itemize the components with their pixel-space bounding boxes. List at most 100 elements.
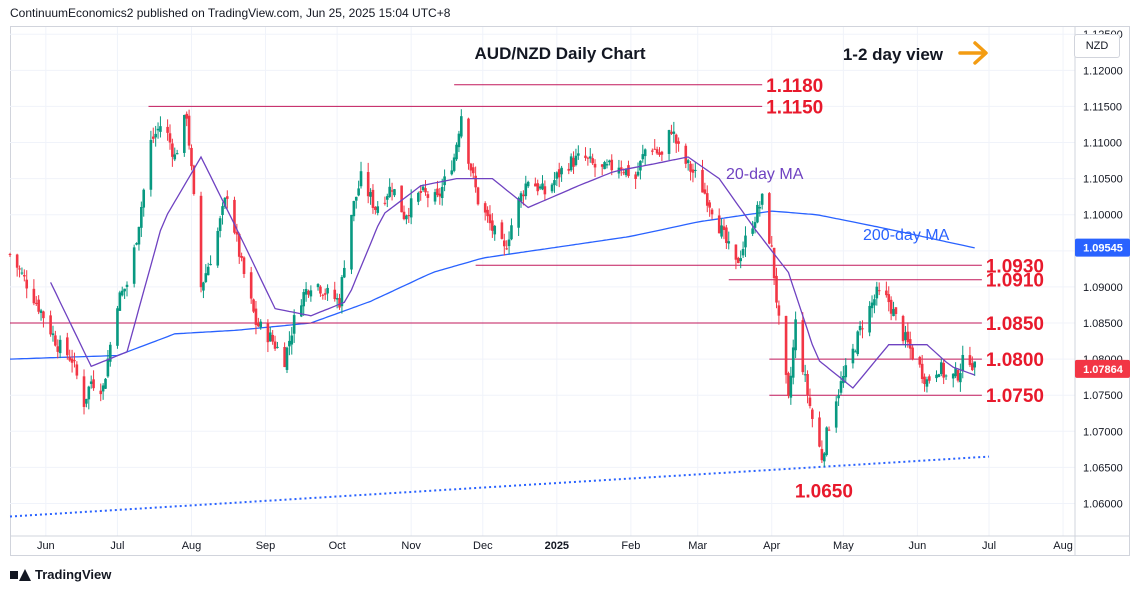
candle-down [557, 169, 561, 178]
candle-up [951, 373, 955, 379]
candles [8, 109, 977, 467]
price-badge-label: 1.09545 [1083, 243, 1123, 255]
candle-down [703, 189, 707, 194]
candle-up [574, 155, 578, 166]
candle-down [811, 409, 814, 419]
candle-down [402, 211, 406, 220]
candle-down [400, 185, 403, 213]
candle-down [827, 429, 831, 431]
candle-down [942, 362, 945, 378]
candle-up [605, 164, 609, 166]
candle-up [686, 160, 690, 164]
candle-down [660, 151, 664, 155]
candle-up [202, 282, 205, 291]
candle-down [271, 334, 274, 342]
candle-down [908, 339, 912, 349]
candle-up [183, 115, 186, 153]
candle-up [357, 188, 360, 196]
candle-down [620, 167, 623, 171]
candle-down [536, 183, 540, 192]
candle-down [502, 240, 506, 247]
candle-down [725, 227, 728, 244]
candle-down [885, 290, 888, 296]
candle-down [651, 150, 654, 152]
time-tick-label: Feb [621, 540, 640, 552]
candle-up [343, 267, 346, 278]
candle-down [901, 316, 905, 342]
candle-up [123, 288, 126, 292]
candle-up [959, 373, 962, 383]
candle-down [894, 307, 898, 314]
price-tick-label: 1.06500 [1083, 462, 1123, 474]
candle-down [500, 222, 504, 239]
candle-down [818, 417, 821, 447]
candle-down [920, 363, 924, 379]
price-badge-label: 1.07864 [1083, 364, 1124, 376]
level-label: 1.0930 [986, 256, 1044, 277]
candle-down [906, 331, 910, 343]
price-tick-label: 1.11000 [1083, 138, 1122, 150]
candle-down [593, 163, 597, 168]
candle-up [135, 243, 138, 245]
candle-up [376, 206, 380, 213]
low-label: 1.0650 [795, 481, 853, 502]
candle-up [433, 192, 437, 202]
time-tick-label: Sep [256, 540, 276, 552]
time-tick-label: Dec [473, 540, 493, 552]
candle-up [85, 398, 88, 404]
candle-down [486, 209, 489, 217]
candle-up [209, 263, 212, 266]
candle-down [488, 214, 492, 224]
candle-up [206, 266, 210, 276]
level-label: 1.0750 [986, 386, 1044, 407]
candle-down [772, 247, 776, 279]
candle-up [837, 395, 840, 399]
candle-up [868, 305, 871, 333]
candle-up [961, 354, 965, 372]
footer[interactable]: TradingView [10, 567, 111, 582]
candle-down [426, 194, 430, 198]
candle-up [560, 167, 563, 175]
candle-down [266, 322, 270, 343]
candle-up [935, 374, 938, 379]
candle-up [285, 347, 289, 370]
time-tick-label: Aug [1053, 540, 1073, 552]
time-axis: Jun Jul Aug Sep Oct Nov Dec 2025 Feb Mar Apr May Jun… [10, 535, 1129, 552]
candle-down [705, 193, 709, 206]
candle-down [8, 253, 12, 255]
candle-down [928, 376, 931, 381]
candle-down [684, 145, 688, 164]
candle-down [522, 194, 525, 197]
level-label: 1.0910 [986, 271, 1044, 292]
candle-down [701, 169, 704, 193]
candle-down [237, 233, 241, 257]
candle-up [858, 325, 862, 331]
candle-down [18, 268, 21, 270]
candle-up [118, 292, 122, 311]
candle-down [971, 363, 974, 371]
candle-up [519, 193, 523, 202]
candle-down [49, 315, 52, 335]
candle-up [538, 186, 542, 189]
candle-down [254, 308, 258, 325]
candle-down [23, 275, 26, 277]
candle-up [825, 427, 828, 455]
candle-up [822, 453, 826, 462]
candle-up [204, 273, 208, 283]
currency-selector[interactable]: NZD [1074, 34, 1120, 58]
candle-up [405, 215, 408, 220]
candle-up [624, 168, 628, 176]
candle-up [524, 183, 528, 197]
candle-up [87, 386, 91, 400]
ma200-label: 200-day MA [863, 227, 950, 244]
candle-down [956, 370, 960, 381]
candle-up [507, 239, 511, 247]
footer-brand: TradingView [35, 567, 112, 582]
candle-down [168, 133, 172, 143]
candle-up [288, 340, 291, 347]
publisher-info: ContinuumEconomics2 published on Trading… [10, 6, 451, 20]
candle-up [727, 241, 731, 244]
candle-down [653, 148, 657, 150]
candle-down [225, 196, 229, 199]
